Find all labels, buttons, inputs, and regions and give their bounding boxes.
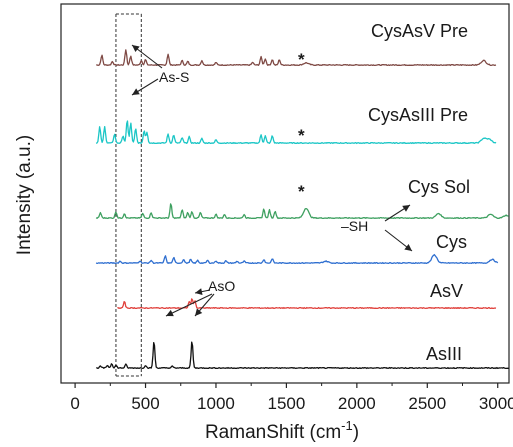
sh-arrow-down-head xyxy=(404,243,412,251)
series-label-asv: AsV xyxy=(430,281,463,301)
x-axis-title-main: RamanShift (cm xyxy=(205,422,341,443)
x-axis-ticks: 0 500 1000 1500 2000 2500 3000 xyxy=(70,383,513,413)
as-s-arrow-down-head xyxy=(132,88,140,95)
x-tick-label: 2000 xyxy=(338,394,376,413)
x-tick-label: 2500 xyxy=(408,394,446,413)
x-axis-title-close: ) xyxy=(353,422,359,443)
sh-arrow-up-head xyxy=(402,205,410,212)
series-line-cysasv-pre xyxy=(96,49,497,67)
sh-label: –SH xyxy=(341,218,368,234)
x-tick-label: 1500 xyxy=(267,394,305,413)
aso-arrow-asiii-right-head xyxy=(195,308,203,316)
x-tick-label: 3000 xyxy=(479,394,513,413)
x-tick-label: 1000 xyxy=(197,394,235,413)
series-label-asiii: AsIII xyxy=(426,344,462,364)
aso-arrow-asiii-left xyxy=(165,293,213,317)
aso-arrow-asiii-left-head xyxy=(166,309,174,317)
series-label-cys-sol: Cys Sol xyxy=(408,177,470,197)
as-s-region-box xyxy=(115,13,142,377)
as-s-arrow-up-head xyxy=(132,45,140,53)
x-axis-title-sup: -1 xyxy=(341,418,353,433)
series-line-cysasiii-pre xyxy=(95,120,497,145)
series-label-cysasv-pre: CysAsV Pre xyxy=(371,21,468,41)
series-line-asiii xyxy=(96,341,509,370)
star-marker-cyssol: * xyxy=(298,182,305,201)
x-tick-label: 0 xyxy=(70,394,79,413)
series-line-cys-sol xyxy=(95,203,509,220)
as-s-label: As-S xyxy=(159,69,189,85)
series-labels: CysAsV Pre CysAsIII Pre Cys Sol Cys AsV AsIII xyxy=(368,21,470,364)
series-line-asv xyxy=(117,298,497,310)
plot-frame xyxy=(60,3,510,384)
spectra xyxy=(95,49,509,370)
y-axis-title: Intensity (a.u.) xyxy=(14,135,35,255)
x-axis-title: RamanShift (cm-1) xyxy=(205,418,359,443)
series-line-cys xyxy=(95,253,499,265)
star-marker-cysasiii: * xyxy=(298,126,305,145)
series-label-cys: Cys xyxy=(436,232,467,252)
aso-arrow-asv-head xyxy=(195,288,203,296)
series-label-cysasiii-pre: CysAsIII Pre xyxy=(368,105,468,125)
aso-label: AsO xyxy=(208,278,235,294)
x-tick-label: 500 xyxy=(131,394,159,413)
plot-border xyxy=(60,3,510,384)
annotations: As-S * * * –SH AsO xyxy=(131,44,413,317)
star-marker-cysasv: * xyxy=(298,50,305,69)
